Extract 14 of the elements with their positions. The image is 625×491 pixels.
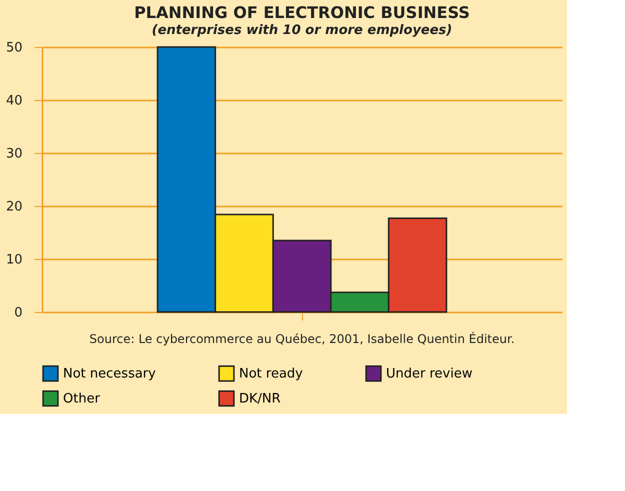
legend-label: DK/NR (239, 392, 281, 406)
y-tick-label: 0 (14, 306, 22, 320)
y-tick-label: 50 (6, 40, 22, 56)
legend-label: Not ready (239, 366, 304, 382)
chart-subtitle: (enterprises with 10 or more employees) (152, 23, 452, 38)
y-tick-label: 20 (6, 200, 22, 214)
legend-label: Other (63, 392, 101, 406)
chart-title: PLANNING OF ELECTRONIC BUSINESS (134, 3, 470, 22)
y-tick-label: 10 (6, 252, 22, 268)
source-note: Source: Le cybercommerce au Québec, 2001, Isabelle Quentin Éditeur. (89, 331, 515, 346)
legend-label: Not necessary (63, 366, 156, 382)
y-tick-label: 30 (6, 146, 22, 162)
legend-label: Under review (386, 366, 473, 382)
y-tick-label: 40 (6, 94, 22, 108)
